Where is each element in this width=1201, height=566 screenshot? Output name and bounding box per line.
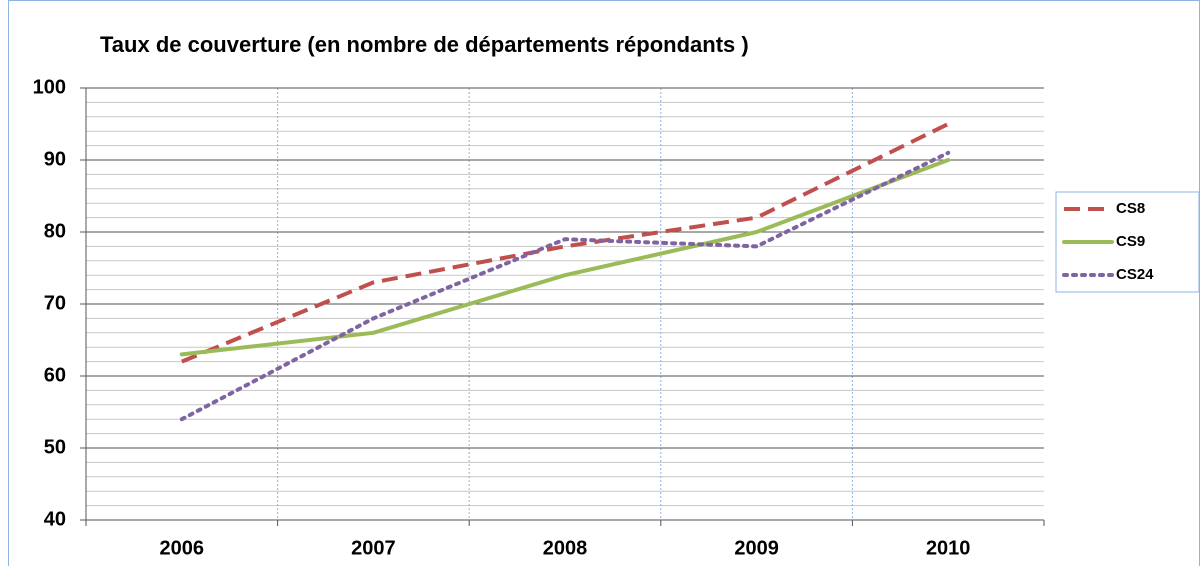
y-tick-label: 60 <box>44 364 66 386</box>
line-series <box>179 158 951 357</box>
y-tick-label: 70 <box>44 292 66 314</box>
y-tick-label: 40 <box>44 508 66 530</box>
chart-title: Taux de couverture (en nombre de départe… <box>100 32 749 57</box>
x-tick-label: 2008 <box>543 537 588 559</box>
x-tick-label: 2006 <box>160 537 205 559</box>
x-tick-label: 2007 <box>351 537 396 559</box>
y-tick-label: 100 <box>33 76 66 98</box>
x-tick-label: 2009 <box>734 537 779 559</box>
x-tick-label: 2010 <box>926 537 971 559</box>
line-series <box>179 150 951 422</box>
legend-label: CS24 <box>1116 266 1154 283</box>
y-tick-label: 50 <box>44 436 66 458</box>
legend-label: CS8 <box>1116 200 1145 217</box>
y-tick-label: 80 <box>44 220 66 242</box>
legend-label: CS9 <box>1116 233 1145 250</box>
chart-border <box>8 0 1200 566</box>
y-tick-label: 90 <box>44 148 66 170</box>
